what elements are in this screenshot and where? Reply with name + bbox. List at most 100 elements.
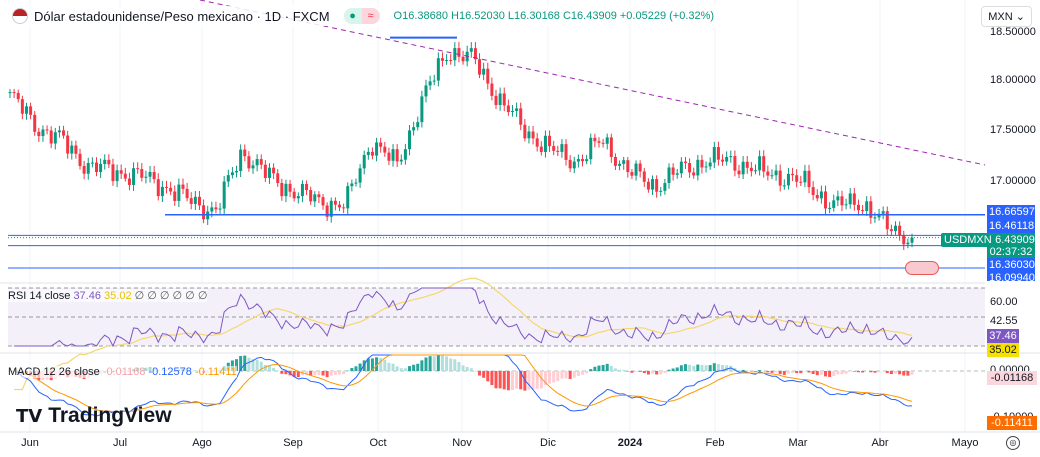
macd-histogram-bar <box>461 365 465 371</box>
candle <box>103 159 107 164</box>
candle <box>869 201 873 218</box>
candle <box>123 173 127 179</box>
candle <box>33 114 37 132</box>
macd-histogram-bar <box>412 364 416 371</box>
macd-histogram-bar <box>832 371 836 376</box>
candle <box>165 186 169 188</box>
macd-histogram-bar <box>700 364 704 371</box>
candle <box>873 217 877 219</box>
candle <box>568 159 572 169</box>
candle <box>531 131 535 139</box>
macd-histogram-bar <box>741 369 745 371</box>
macd-histogram-bar <box>655 371 659 375</box>
macd-histogram-bar <box>675 367 679 371</box>
macd-histogram-bar <box>317 371 321 375</box>
candle <box>395 149 399 162</box>
macd-histogram-bar <box>531 371 535 390</box>
candle <box>733 156 737 171</box>
macd-histogram-bar <box>824 371 828 377</box>
candle <box>62 130 66 136</box>
candle <box>519 108 523 125</box>
macd-histogram-bar <box>597 365 601 371</box>
candle <box>45 129 49 131</box>
tradingview-logo[interactable]: 𝗧𝗩 TradingView <box>16 404 172 427</box>
candle <box>749 167 753 172</box>
candle <box>840 196 844 206</box>
macd-histogram-bar <box>403 368 407 371</box>
macd-histogram-bar <box>255 359 259 371</box>
macd-histogram-bar <box>659 371 663 375</box>
events-icon[interactable] <box>905 261 939 275</box>
candle <box>601 142 605 144</box>
candle <box>8 92 12 94</box>
price-label: 17.50000 <box>990 124 1036 136</box>
macd-histogram-bar <box>807 371 811 373</box>
candle <box>630 172 634 176</box>
macd-histogram-bar <box>609 365 613 371</box>
candle <box>337 204 341 208</box>
candle <box>424 85 428 97</box>
macd-histogram-bar <box>910 371 914 375</box>
macd-histogram-bar <box>815 371 819 376</box>
symbol-title[interactable]: Dólar estadounidense/Peso mexicano · 1D … <box>34 8 330 24</box>
macd-histogram-bar <box>836 371 840 375</box>
candle <box>659 190 663 192</box>
candle <box>420 96 424 123</box>
macd-histogram-bar <box>502 371 506 390</box>
candle <box>263 164 267 178</box>
candle <box>679 161 683 174</box>
macd-histogram-bar <box>408 366 412 371</box>
candle <box>807 170 811 188</box>
price-label: 17.00000 <box>990 175 1036 187</box>
candle <box>362 154 366 169</box>
candle <box>29 106 33 115</box>
macd-histogram-bar <box>667 369 671 371</box>
candle <box>239 149 243 171</box>
candle <box>564 144 568 160</box>
candle <box>510 110 514 113</box>
candle <box>375 142 379 156</box>
candle <box>708 162 712 167</box>
candle <box>675 173 679 175</box>
macd-histogram-bar <box>247 357 251 371</box>
candle <box>902 234 906 245</box>
price-label: 18.00000 <box>990 74 1036 86</box>
candle <box>737 170 741 175</box>
candle <box>576 159 580 162</box>
settings-gear-icon[interactable]: ◎ <box>1006 436 1020 450</box>
candle <box>523 124 527 139</box>
candle <box>432 80 436 82</box>
macd-histogram-bar <box>490 371 494 386</box>
macd-histogram-bar <box>535 371 539 389</box>
macd-histogram-bar <box>894 371 898 374</box>
candle <box>770 175 774 177</box>
candle <box>325 205 329 217</box>
macd-histogram-bar <box>753 371 757 372</box>
candle <box>317 194 321 198</box>
macd-histogram-bar <box>613 368 617 371</box>
candle <box>440 58 444 61</box>
macd-histogram-bar <box>230 360 234 371</box>
candle <box>428 81 432 86</box>
candle <box>856 204 860 211</box>
macd-histogram-bar <box>638 371 642 372</box>
macd-histogram-bar <box>704 365 708 371</box>
currency-select[interactable]: MXN ⌄ <box>981 6 1032 27</box>
candle <box>786 173 790 186</box>
macd-histogram-bar <box>276 370 280 371</box>
candle <box>552 146 556 151</box>
candle <box>597 141 601 143</box>
candle <box>589 137 593 160</box>
candle <box>24 106 28 114</box>
macd-histogram-bar <box>235 359 239 371</box>
macd-histogram-bar <box>309 371 313 376</box>
macd-histogram-bar <box>416 363 420 371</box>
market-status[interactable]: ● ≈ <box>343 8 380 24</box>
candle <box>329 200 333 217</box>
candle <box>193 196 197 204</box>
candle <box>572 161 576 169</box>
candle <box>803 170 807 183</box>
macd-histogram-bar <box>791 371 795 373</box>
candle <box>276 173 280 184</box>
